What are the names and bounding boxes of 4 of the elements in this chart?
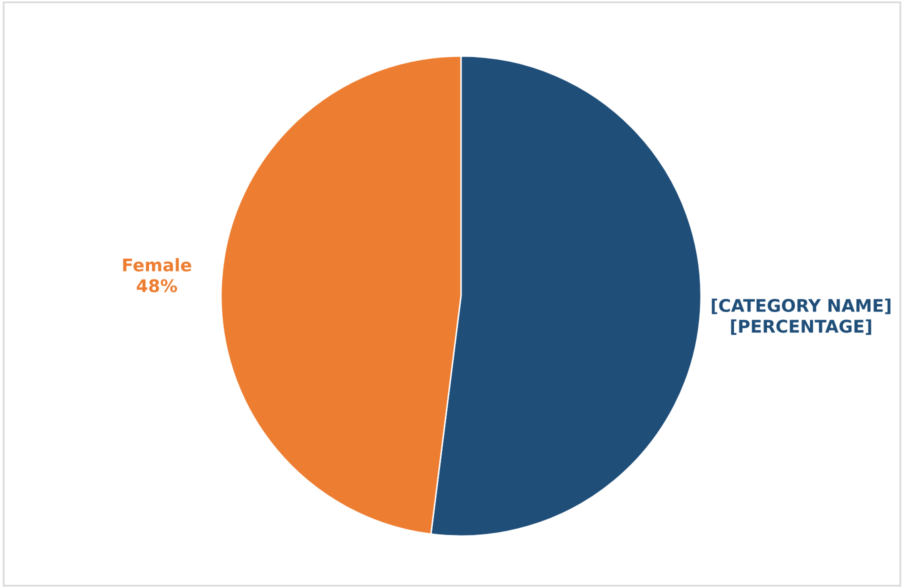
data-label: [PERCENTAGE] <box>731 319 872 335</box>
slice-label: [CATEGORY NAME] <box>712 298 890 314</box>
slice-label: Female <box>123 258 192 272</box>
data-label: 48% <box>136 279 178 292</box>
